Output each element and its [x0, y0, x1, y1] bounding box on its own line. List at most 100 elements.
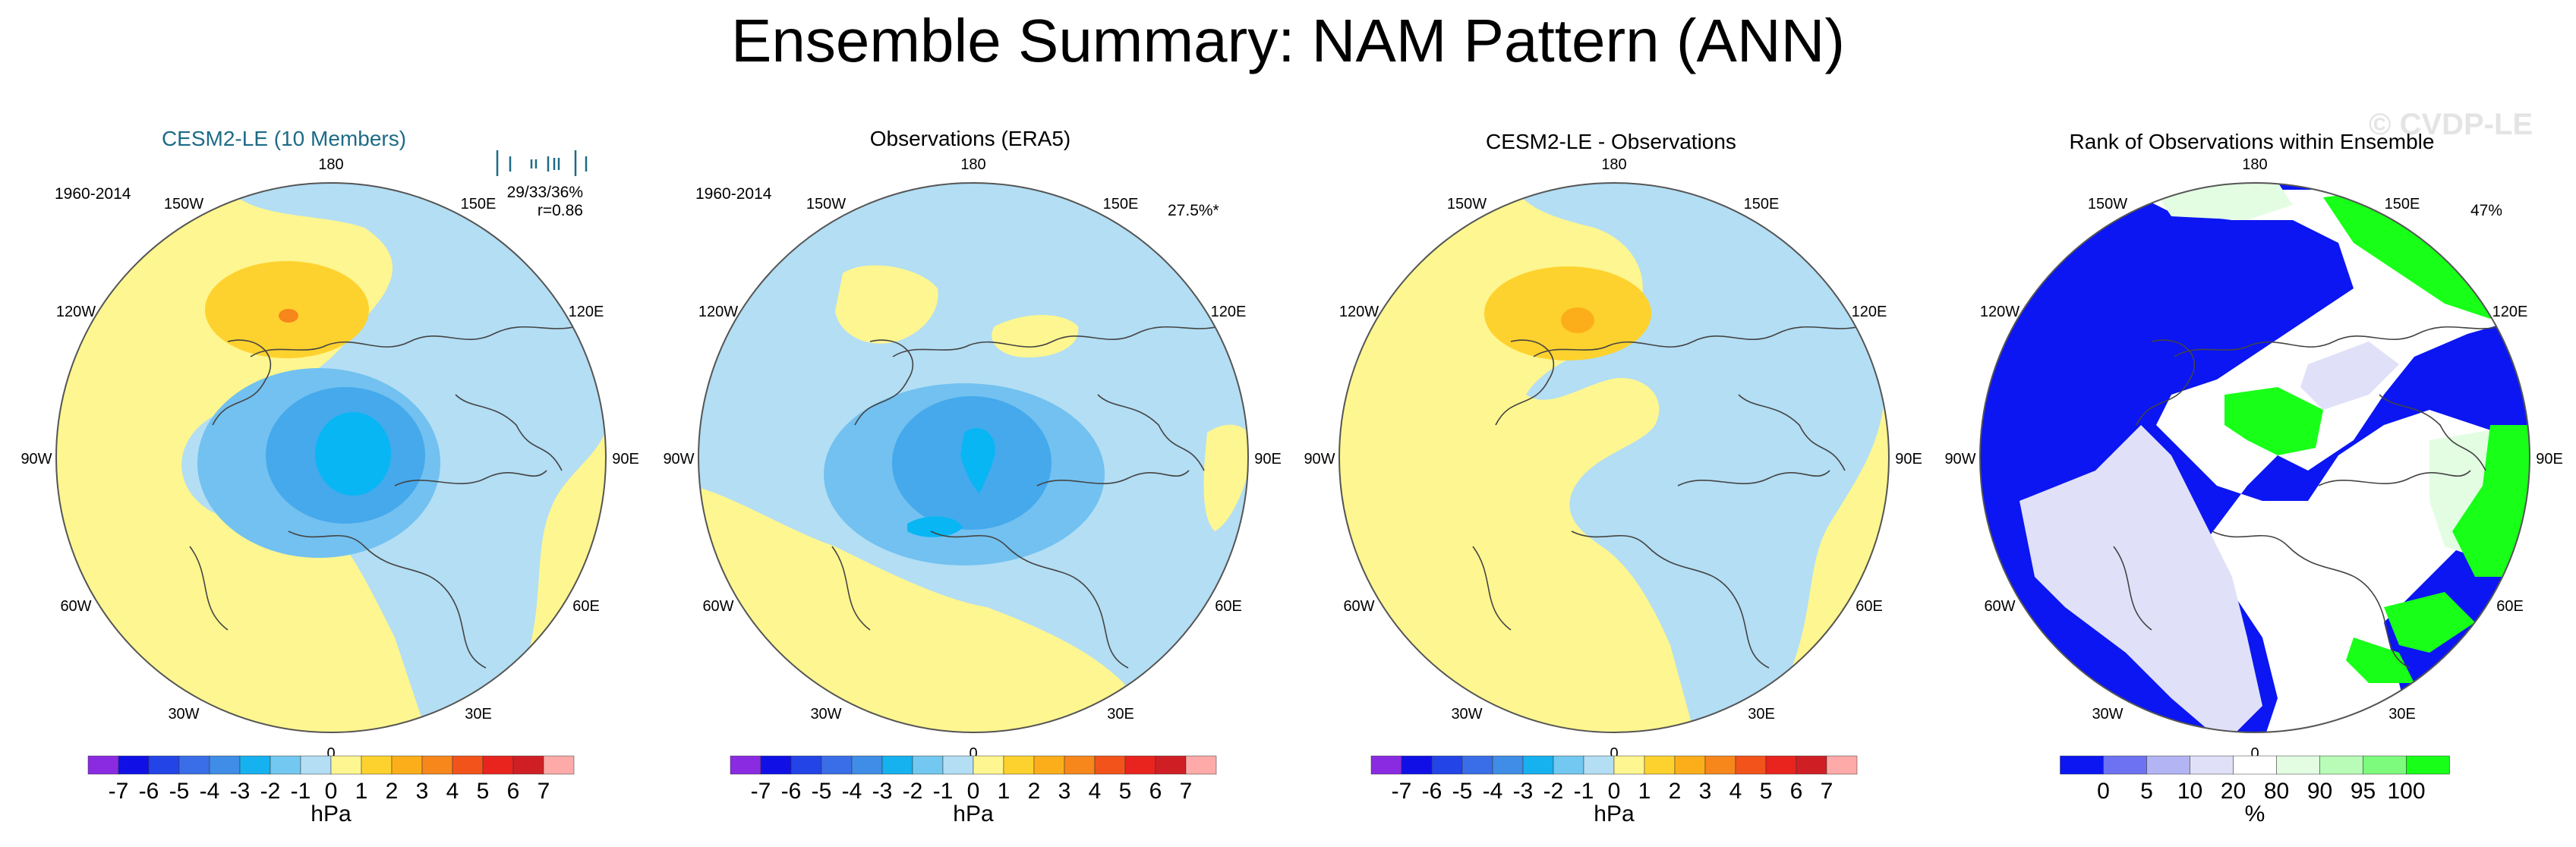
colorbar-tick-label: -6 — [781, 779, 802, 804]
colorbar-swatch — [851, 755, 883, 775]
panel-title: Rank of Observations within Ensemble — [2070, 130, 2435, 153]
map-region-positive — [992, 315, 1079, 357]
colorbar-tick-label: -4 — [200, 779, 220, 804]
ensemble-spread-ticks — [496, 150, 588, 176]
colorbar-swatch — [1735, 755, 1767, 775]
colorbar-tick-label: -6 — [1422, 779, 1442, 804]
longitude-label: 60E — [572, 598, 600, 615]
colorbar-tick-label: 5 — [477, 779, 490, 804]
map-boundary — [698, 182, 1249, 733]
map-region-high-core — [279, 309, 298, 323]
colorbar-swatch — [482, 755, 514, 775]
panel-title: CESM2-LE (10 Members) — [162, 127, 406, 150]
panel-rank: Rank of Observations within Ensemble 47% — [1979, 130, 2530, 733]
longitude-label: 120E — [1852, 304, 1887, 320]
colorbar-tick-label: 1 — [1638, 779, 1651, 804]
colorbar-tick-label: -3 — [230, 779, 251, 804]
map-region-negative — [1518, 183, 1884, 732]
colorbar-tick-label: 4 — [1729, 779, 1742, 804]
polar-map — [56, 183, 606, 732]
colorbar-tick-label: 6 — [1790, 779, 1803, 804]
colorbar-tick-label: 5 — [1760, 779, 1773, 804]
colorbar-tick-label: 20 — [2221, 779, 2246, 804]
colorbar-tick-label: 0 — [2097, 779, 2110, 804]
longitude-label: 30E — [2388, 706, 2416, 723]
colorbar-swatch — [1613, 755, 1645, 775]
colorbar-tick-label: -2 — [903, 779, 923, 804]
map-boundary — [1979, 182, 2530, 733]
colorbar-swatch — [1431, 755, 1463, 775]
colorbar-tick-label: -2 — [1543, 779, 1564, 804]
dynamic-layer: 180150E120E90E60E30E030W60W90W120W150W-7… — [20, 156, 2562, 827]
colorbar-tick-label: 2 — [1669, 779, 1682, 804]
period-label: 1960-2014 — [695, 185, 772, 203]
colorbar-swatch — [1185, 755, 1217, 775]
panel-title: CESM2-LE - Observations — [1486, 130, 1736, 153]
colorbar-swatch — [2146, 755, 2190, 775]
longitude-label: 60W — [1343, 598, 1374, 615]
longitude-label: 30W — [2092, 706, 2123, 723]
colorbar-swatch — [2233, 755, 2277, 775]
colorbar-swatch — [1765, 755, 1797, 775]
longitude-label: 0 — [1610, 745, 1618, 762]
colorbar-tick-label: 4 — [446, 779, 459, 804]
colorbar-swatch — [1522, 755, 1554, 775]
colorbar-swatch — [543, 755, 575, 775]
colorbar-swatch — [1492, 755, 1524, 775]
colorbar-swatch — [730, 755, 761, 775]
longitude-label: 150E — [2385, 196, 2420, 213]
map-region-low-core — [315, 412, 391, 496]
colorbar-unit-label: % — [2245, 801, 2265, 827]
colorbar-tick-label: 7 — [538, 779, 550, 804]
colorbar-tick-label: 2 — [1028, 779, 1041, 804]
colorbar-swatch — [760, 755, 792, 775]
colorbar-tick-label: 5 — [1119, 779, 1132, 804]
map-region-positive — [1203, 424, 1248, 531]
longitude-label: 150W — [2088, 196, 2127, 213]
longitude-label: 120E — [569, 304, 604, 320]
coastlines — [189, 326, 578, 669]
map-region-positive — [835, 265, 938, 344]
longitude-label: 180 — [318, 156, 343, 173]
longitude-label: 60E — [2496, 598, 2524, 615]
colorbar-swatch — [1003, 755, 1035, 775]
colorbar-tick-label: 0 — [325, 779, 338, 804]
colorbar-swatch — [118, 755, 150, 775]
colorbar-tick-label: -4 — [1483, 779, 1503, 804]
map-region-rank-100 — [2346, 638, 2414, 683]
colorbar-tick-label: 1 — [998, 779, 1011, 804]
colorbar-tick-label: 7 — [1180, 779, 1193, 804]
colorbar-swatch — [881, 755, 913, 775]
longitude-label: 90W — [1304, 451, 1335, 468]
colorbar-swatch — [2319, 755, 2363, 775]
colorbar-tick-label: 3 — [1058, 779, 1071, 804]
longitude-label: 30W — [168, 706, 199, 723]
longitude-label: 90E — [612, 451, 639, 468]
longitude-label: 60E — [1856, 598, 1883, 615]
longitude-label: 180 — [1601, 156, 1626, 173]
longitude-label: 30W — [1451, 706, 1482, 723]
longitude-label: 180 — [960, 156, 985, 173]
panel-cesm2-le: CESM2-LE (10 Members) 1960-2014 29/33/36… — [55, 127, 607, 733]
longitude-label: 90E — [2536, 451, 2563, 468]
longitude-label: 60W — [702, 598, 733, 615]
colorbar-swatch — [270, 755, 301, 775]
longitude-label: 150E — [1103, 196, 1139, 213]
colorbar-swatch — [1155, 755, 1187, 775]
coastlines — [831, 326, 1220, 669]
longitude-label: 0 — [326, 745, 335, 762]
colorbar-swatch — [421, 755, 453, 775]
pattern-correlation-range: 29/33/36% — [507, 184, 583, 201]
colorbar-swatch — [1674, 755, 1706, 775]
colorbar-swatch — [178, 755, 210, 775]
longitude-label: 120W — [698, 304, 738, 320]
colorbar-tick-label: 3 — [1699, 779, 1712, 804]
colorbar-tick-label: -5 — [169, 779, 190, 804]
panel-difference: CESM2-LE - Observations — [1338, 130, 1890, 733]
longitude-label: 120W — [1339, 304, 1379, 320]
longitude-label: 120E — [2492, 304, 2528, 320]
colorbar-swatch — [452, 755, 484, 775]
colorbar-swatch — [1796, 755, 1827, 775]
map-boundary — [1338, 182, 1890, 733]
colorbar-tick-label: 6 — [1149, 779, 1162, 804]
